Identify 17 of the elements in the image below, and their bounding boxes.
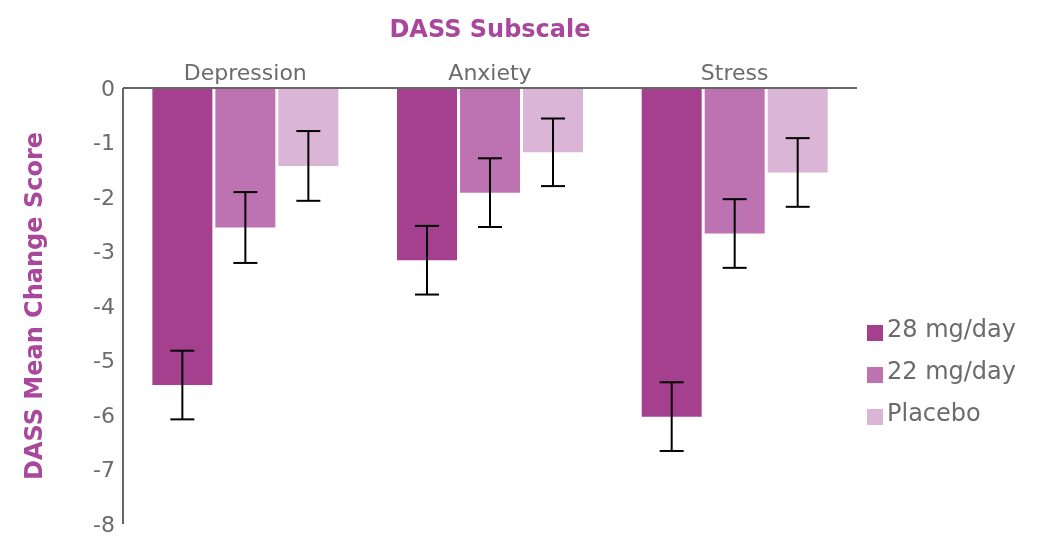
legend-label: Placebo xyxy=(886,399,981,427)
y-tick-label: -2 xyxy=(93,184,115,210)
y-axis-title: DASS Mean Change Score xyxy=(19,131,48,481)
x-axis-title: DASS Subscale xyxy=(389,15,591,44)
legend-label: 22 mg/day xyxy=(886,357,1016,385)
x-tick-label: Anxiety xyxy=(448,60,532,85)
y-tick-label: -3 xyxy=(93,239,115,265)
y-tick-label: -7 xyxy=(93,457,115,483)
legend-label: 28 mg/day xyxy=(886,315,1016,343)
x-tick-label: Depression xyxy=(183,60,307,85)
y-tick-label: -5 xyxy=(93,348,115,374)
y-tick-label: 0 xyxy=(101,75,115,101)
y-tick-label: -4 xyxy=(93,293,115,319)
y-tick-label: -1 xyxy=(93,130,115,156)
x-tick-label: Stress xyxy=(700,60,769,85)
y-tick-label: -6 xyxy=(93,402,115,428)
y-tick-label: -8 xyxy=(93,511,115,537)
